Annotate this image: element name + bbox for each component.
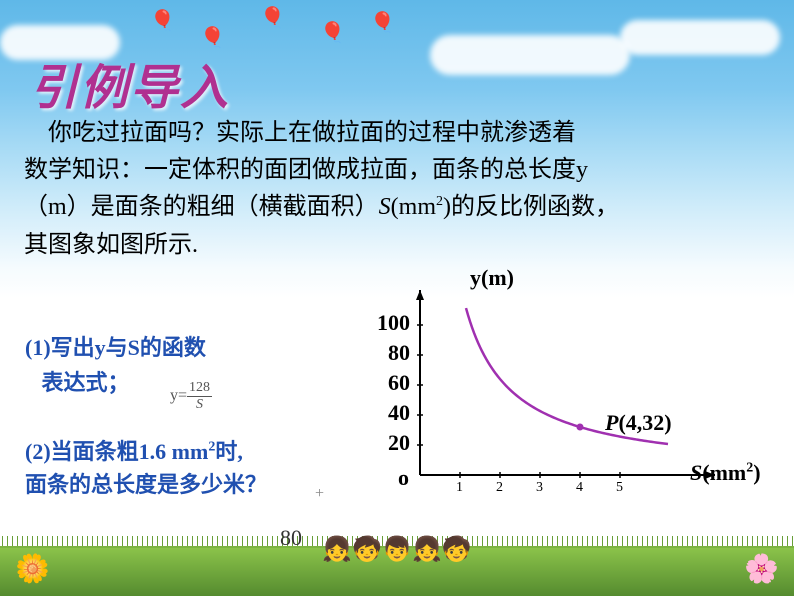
- xtick-1: 1: [456, 480, 463, 496]
- section-title: 引例导入: [30, 48, 230, 118]
- chart-svg: [415, 290, 735, 510]
- body-l4: 其图象如图所示.: [24, 232, 198, 258]
- q2-l3: 面条的总长度是多少米？: [25, 472, 267, 497]
- formula-prefix: y=: [170, 387, 187, 404]
- balloon-2: 🎈: [200, 25, 225, 50]
- answer-value: 80: [280, 525, 302, 551]
- problem-text: 你吃过拉面吗？实际上在做拉面的过程中就渗透着 数学知识：一定体积的面团做成拉面，…: [24, 115, 770, 264]
- body-l3c: )的反比例函数，: [443, 194, 619, 220]
- body-l1: 你吃过拉面吗？实际上在做拉面的过程中就渗透着: [48, 120, 576, 146]
- y-axis-label: y(m): [470, 265, 514, 291]
- q1-l2: 表达式；: [42, 370, 130, 395]
- xtick-3: 3: [536, 480, 543, 496]
- balloon-1: 🎈: [150, 8, 175, 33]
- cloud-3: [620, 20, 780, 55]
- formula-den: S: [187, 397, 212, 413]
- ytick-80: 80: [360, 340, 410, 366]
- inverse-proportion-chart: y(m) 100 80 60 40 20 o P(4,32) S(mm2) 1 …: [360, 270, 780, 570]
- body-l2: 数学知识：一定体积的面团做成拉面，面条的总长度y: [24, 157, 588, 183]
- balloon-5: 🎈: [370, 10, 395, 35]
- xtick-5: 5: [616, 480, 623, 496]
- ytick-100: 100: [360, 310, 410, 336]
- q2-l2: 时,: [215, 439, 243, 464]
- q1-l1: (1)写出y与S的函数: [25, 335, 206, 360]
- ytick-20: 20: [360, 430, 410, 456]
- body-l3a: （m）是面条的粗细（横截面积）: [24, 194, 379, 220]
- balloon-4: 🎈: [320, 20, 345, 45]
- origin-label: o: [398, 465, 409, 491]
- point-label: P(4,32): [605, 410, 672, 436]
- x-axis-label: S(mm2): [690, 460, 761, 486]
- body-l3b: (mm: [391, 194, 436, 220]
- ytick-60: 60: [360, 370, 410, 396]
- xtick-4: 4: [576, 480, 583, 496]
- plus-marker: +: [315, 485, 324, 503]
- flower-left: 🌼: [15, 552, 50, 586]
- question-2: (2)当面条粗1.6 mm2时, 面条的总长度是多少米？: [25, 435, 267, 501]
- formula-num: 128: [187, 380, 212, 397]
- q2-l1: (2)当面条粗1.6 mm: [25, 439, 208, 464]
- formula: y=128S: [170, 380, 212, 413]
- xtick-2: 2: [496, 480, 503, 496]
- balloon-3: 🎈: [260, 5, 285, 30]
- cloud-2: [430, 35, 630, 75]
- ytick-40: 40: [360, 400, 410, 426]
